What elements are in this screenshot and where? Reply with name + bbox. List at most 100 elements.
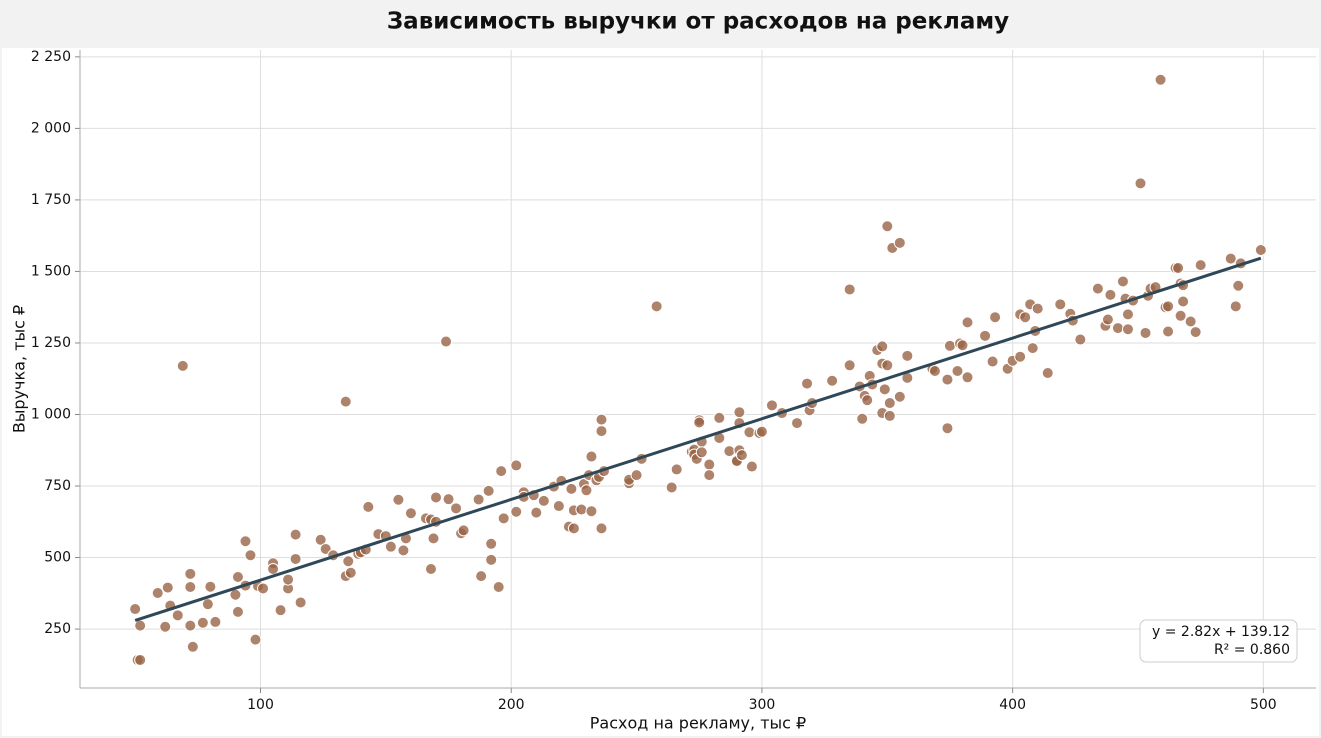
point (1121, 323, 1134, 336)
point (289, 528, 302, 541)
y-tick-label: 1 250 (31, 335, 71, 351)
point (450, 502, 463, 515)
y-tick-label: 750 (44, 478, 71, 494)
point (171, 609, 184, 622)
point (979, 329, 992, 342)
point (159, 620, 172, 633)
point (585, 450, 598, 463)
point (482, 484, 495, 497)
point (209, 615, 222, 628)
point (856, 412, 869, 425)
point (1174, 309, 1187, 322)
point (1172, 262, 1185, 275)
point (630, 469, 643, 482)
point (881, 359, 894, 372)
point (956, 339, 969, 352)
point (943, 339, 956, 352)
point (1229, 300, 1242, 313)
point (282, 573, 295, 586)
point (1111, 322, 1124, 335)
point (485, 537, 498, 550)
point (530, 506, 543, 519)
point (1031, 302, 1044, 315)
point (244, 549, 257, 562)
point (1189, 326, 1202, 339)
point (575, 503, 588, 516)
point (567, 522, 580, 535)
point (713, 411, 726, 424)
point (134, 653, 147, 666)
point (1162, 325, 1175, 338)
point (693, 416, 706, 429)
point (457, 524, 470, 537)
point (129, 603, 142, 616)
point (475, 570, 488, 583)
point (1184, 315, 1197, 328)
y-tick-label: 1 750 (31, 192, 71, 208)
point (1019, 311, 1032, 324)
point (1026, 342, 1039, 355)
point (595, 413, 608, 426)
point (565, 482, 578, 495)
point (231, 570, 244, 583)
point (745, 460, 758, 473)
point (151, 587, 164, 600)
point (1232, 279, 1245, 292)
point (201, 598, 214, 611)
point (703, 458, 716, 471)
point (986, 355, 999, 368)
point (424, 562, 437, 575)
point (791, 417, 804, 430)
point (881, 220, 894, 233)
x-tick-label: 100 (247, 697, 274, 713)
point (1041, 367, 1054, 380)
point (883, 397, 896, 410)
point (941, 422, 954, 435)
point (951, 365, 964, 378)
y-tick-label: 1 000 (31, 406, 71, 422)
y-tick-label: 2 250 (31, 49, 71, 65)
point (826, 374, 839, 387)
point (510, 459, 523, 472)
point (1014, 350, 1027, 363)
point (735, 449, 748, 462)
point (267, 562, 280, 575)
point (344, 566, 357, 579)
point (893, 236, 906, 249)
point (294, 596, 307, 609)
point (901, 349, 914, 362)
point (989, 311, 1002, 324)
point (1116, 275, 1129, 288)
point (249, 633, 262, 646)
point (883, 409, 896, 422)
point (1162, 300, 1175, 313)
point (843, 359, 856, 372)
annotation: y = 2.82x + 139.12 (1152, 624, 1290, 640)
point (314, 533, 327, 546)
y-tick-label: 2 000 (31, 120, 71, 136)
point (289, 552, 302, 565)
point (440, 335, 453, 348)
point (257, 582, 270, 595)
point (595, 425, 608, 438)
point (1104, 288, 1117, 301)
point (1224, 252, 1237, 265)
point (743, 426, 756, 439)
point (941, 373, 954, 386)
point (339, 395, 352, 408)
point (733, 406, 746, 419)
annotation: R² = 0.860 (1214, 642, 1290, 658)
point (928, 365, 941, 378)
point (427, 532, 440, 545)
point (665, 481, 678, 494)
point (1091, 282, 1104, 295)
point (231, 605, 244, 618)
point (1074, 333, 1087, 346)
point (497, 512, 510, 525)
x-tick-label: 300 (749, 697, 776, 713)
y-axis-label: Выручка, тыс ₽ (10, 305, 29, 433)
point (755, 425, 768, 438)
point (765, 399, 778, 412)
point (274, 604, 287, 617)
